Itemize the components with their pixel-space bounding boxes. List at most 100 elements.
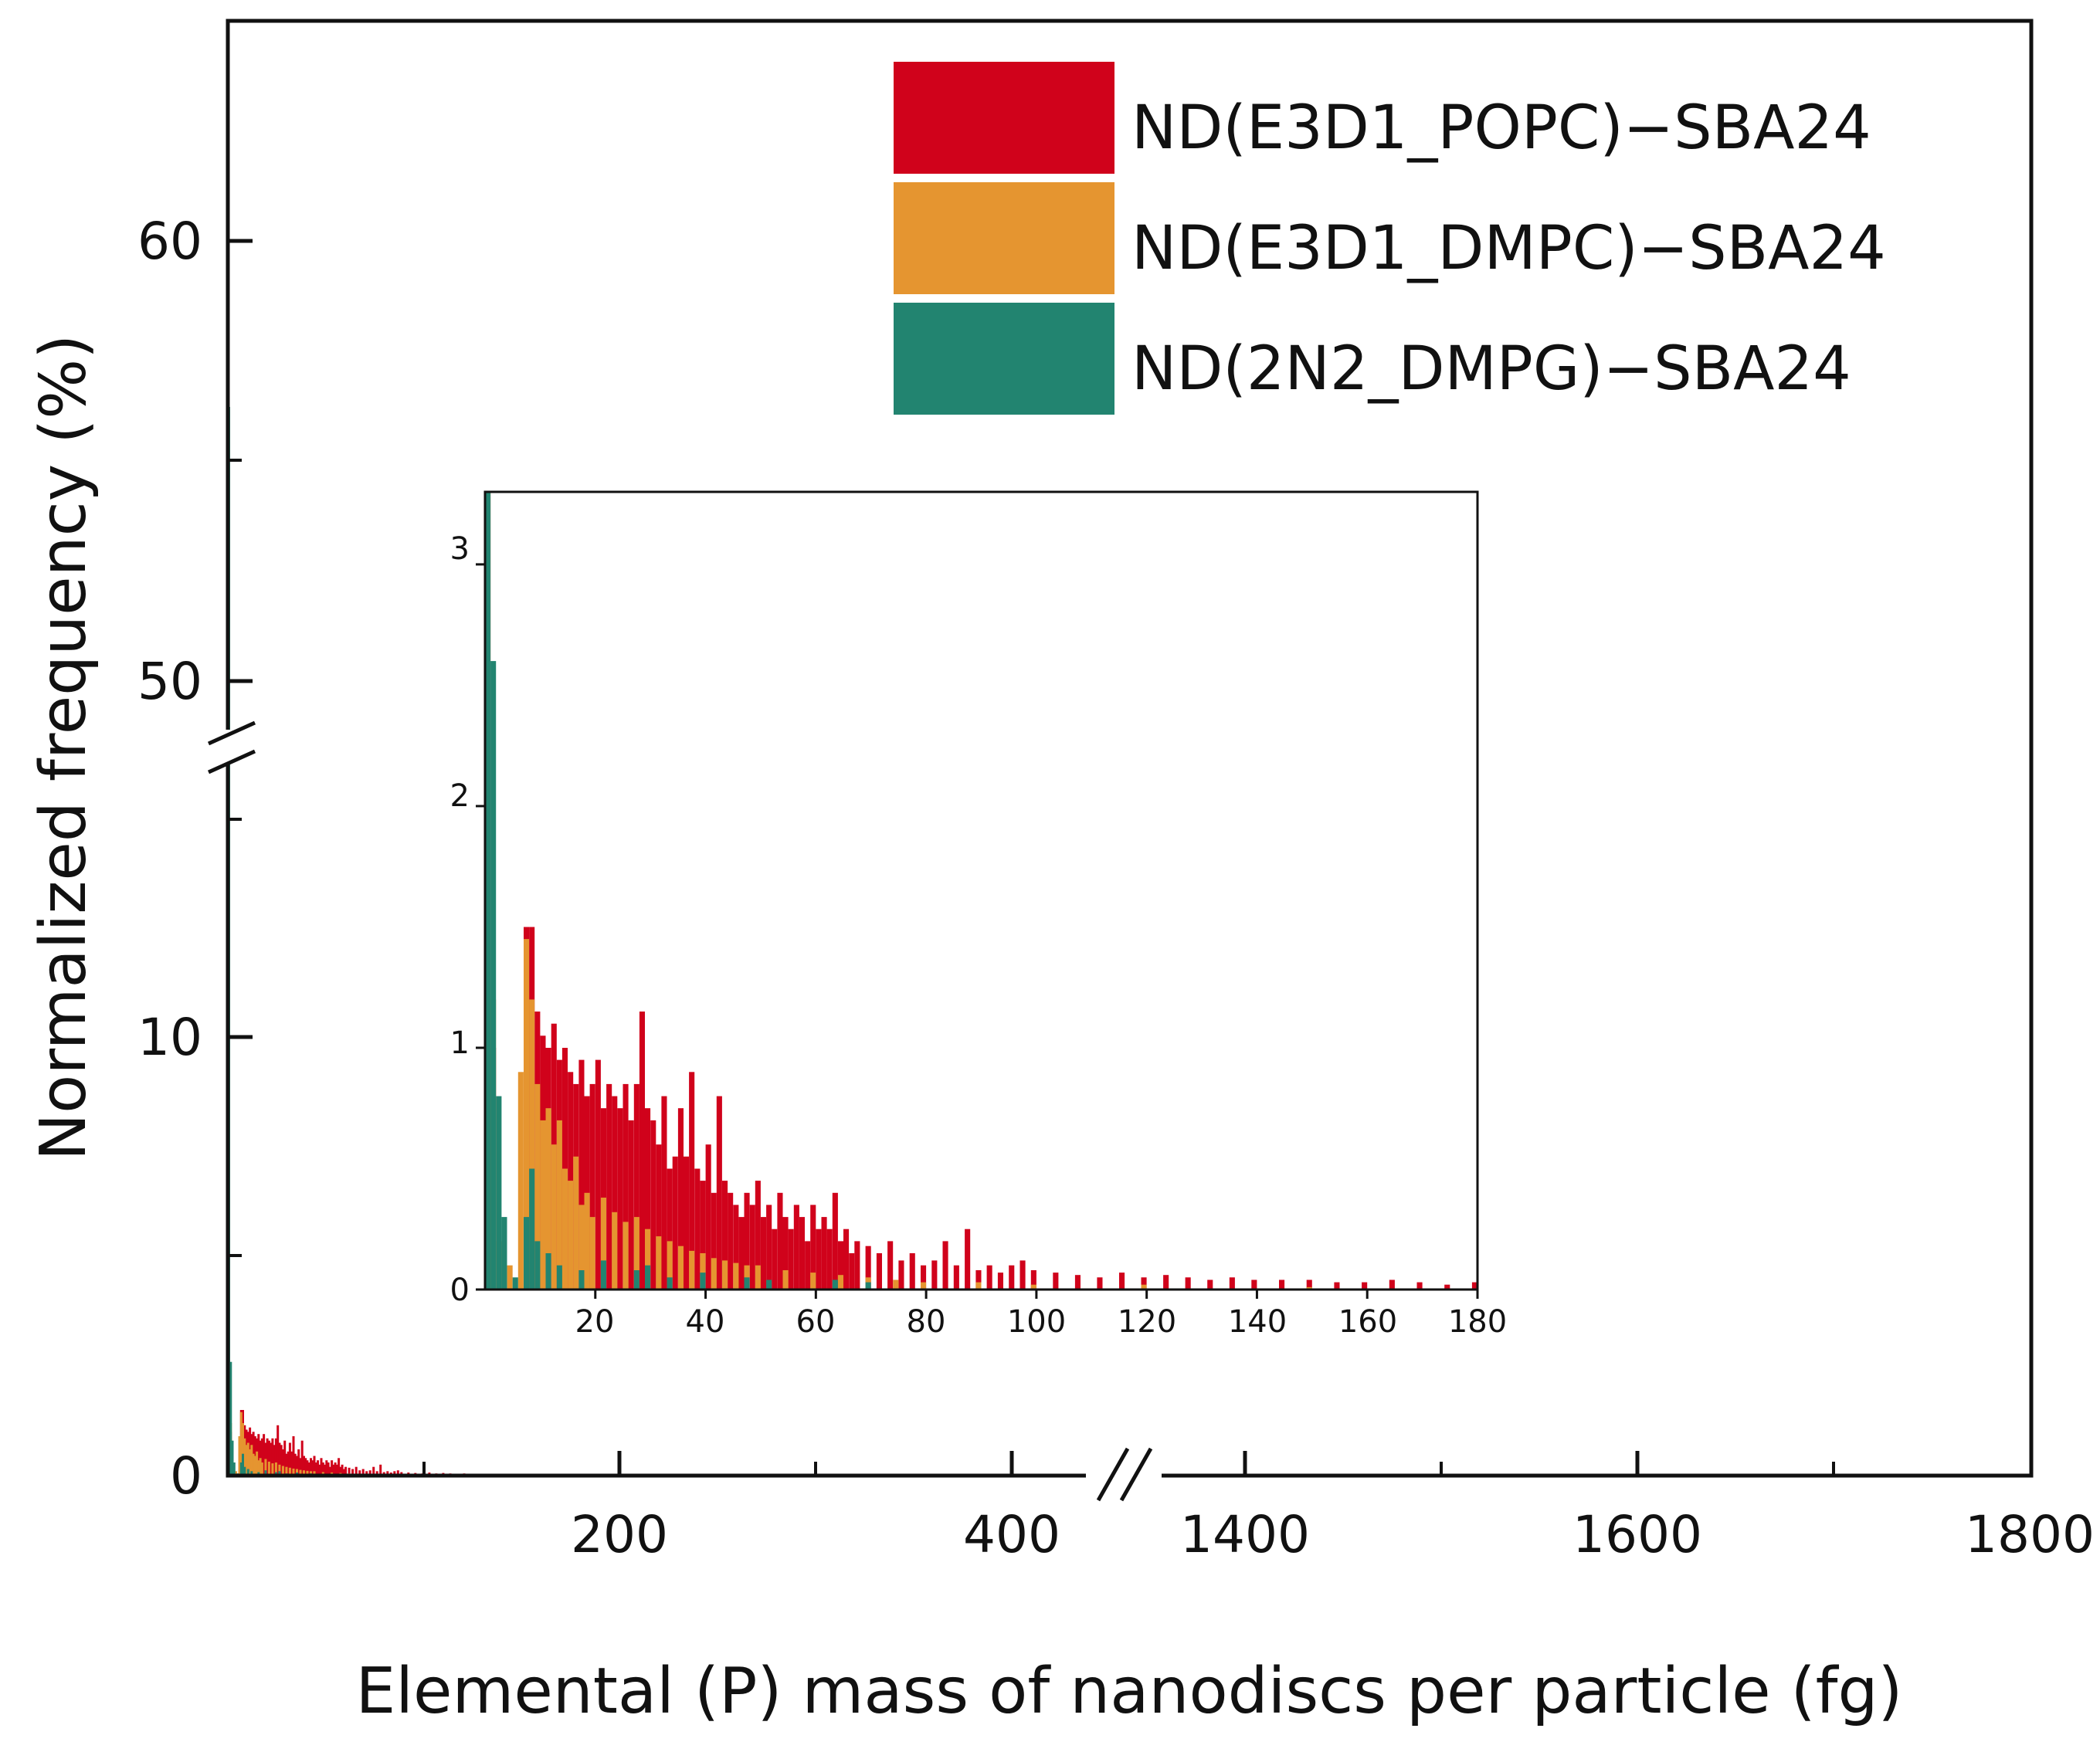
bar-nd-e3d1-dmpc-sba24-32 — [281, 1466, 284, 1476]
inset-bar-nd-e3d1-popc-sba24-96 — [1009, 1265, 1015, 1290]
inset-bar-nd-e3d1-popc-sba24-32 — [656, 1144, 662, 1290]
inset-bar-nd-e3d1-popc-sba24-80 — [921, 1265, 927, 1290]
inset-bar-nd-e3d1-popc-sba24-116 — [1119, 1273, 1125, 1290]
inset-bar-nd-e3d1-popc-sba24-25 — [617, 1108, 623, 1290]
inset-bar-nd-e3d1-dmpc-sba24-14 — [556, 1120, 562, 1290]
inset-bar-nd-e3d1-dmpc-sba24-46 — [733, 1262, 739, 1290]
legend: ND(E3D1_POPC)−SBA24 ND(E3D1_DMPC)−SBA24 … — [894, 62, 1886, 415]
legend-label-dmpg: ND(2N2_DMPG)−SBA24 — [1131, 334, 1851, 404]
inset-bar-nd-e3d1-popc-sba24-34 — [667, 1168, 673, 1290]
inset-bar-nd-e3d1-popc-sba24-68 — [854, 1241, 860, 1290]
bar-nd-e3d1-popc-sba24-46 — [306, 1460, 309, 1476]
inset-bar-nd-2n2-dmpg-sba24-12 — [545, 1253, 551, 1290]
inset-x-tick-label-120: 120 — [1118, 1304, 1176, 1340]
inset-bar-nd-e3d1-popc-sba24-145 — [1279, 1279, 1285, 1290]
bar-nd-e3d1-dmpc-sba24-50 — [313, 1471, 316, 1476]
inset-bar-nd-e3d1-popc-sba24-40 — [700, 1181, 706, 1290]
inset-bar-nd-e3d1-popc-sba24-78 — [909, 1253, 915, 1290]
bar-nd-e3d1-popc-sba24-32 — [281, 1449, 284, 1476]
bar-nd-e3d1-popc-sba24-92 — [386, 1471, 389, 1476]
bar-nd-e3d1-popc-sba24-98 — [396, 1470, 399, 1476]
inset-bar-nd-e3d1-dmpc-sba24-13 — [551, 1144, 557, 1290]
bar-nd-e3d1-popc-sba24-56 — [324, 1464, 327, 1476]
inset-bar-nd-2n2-dmpg-sba24-18 — [578, 1270, 585, 1290]
inset-bar-nd-e3d1-dmpc-sba24-150 — [1306, 1286, 1312, 1290]
bar-nd-e3d1-popc-sba24-47 — [307, 1462, 310, 1476]
inset-bar-nd-e3d1-popc-sba24-27 — [628, 1120, 634, 1290]
inset-bar-nd-e3d1-popc-sba24-31 — [650, 1120, 656, 1290]
bar-nd-2n2-dmpg-sba24-12 — [246, 1469, 249, 1476]
inset-bar-nd-e3d1-popc-sba24-104 — [1053, 1273, 1059, 1290]
legend-label-popc: ND(E3D1_POPC)−SBA24 — [1131, 93, 1871, 163]
bar-nd-2n2-dmpg-sba24-22 — [264, 1470, 267, 1476]
bar-nd-e3d1-popc-sba24-35 — [287, 1451, 290, 1476]
inset-background — [485, 492, 1477, 1290]
bar-nd-e3d1-popc-sba24-58 — [327, 1462, 330, 1476]
inset-bar-nd-e3d1-popc-sba24-74 — [887, 1241, 894, 1290]
bar-nd-2n2-dmpg-sba24-8 — [239, 1462, 243, 1476]
inset-bar-nd-2n2-dmpg-sba24-48 — [744, 1277, 750, 1290]
inset-bar-nd-e3d1-dmpc-sba24-100 — [1030, 1284, 1036, 1290]
inset-bar-nd-e3d1-dmpc-sba24-5 — [507, 1265, 513, 1290]
inset-bar-nd-e3d1-dmpc-sba24-40 — [700, 1253, 706, 1290]
inset-bar-nd-2n2-dmpg-sba24-22 — [600, 1260, 606, 1290]
inset-bar-nd-e3d1-popc-sba24-86 — [953, 1265, 959, 1290]
inset-bar-nd-e3d1-popc-sba24-28 — [633, 1083, 639, 1290]
x-axis-title: Elemental (P) mass of nanodiscs per part… — [355, 1655, 1902, 1728]
inset-bar-nd-2n2-dmpg-sba24-30 — [645, 1265, 651, 1290]
inset-bar-nd-e3d1-popc-sba24-72 — [876, 1253, 882, 1290]
inset-bar-nd-e3d1-popc-sba24-76 — [898, 1260, 904, 1290]
bar-nd-e3d1-dmpc-sba24-19 — [259, 1458, 262, 1476]
bar-nd-e3d1-popc-sba24-84 — [372, 1466, 375, 1476]
bar-nd-e3d1-dmpc-sba24-16 — [253, 1456, 256, 1476]
inset-bar-nd-e3d1-popc-sba24-46 — [733, 1205, 739, 1290]
bar-nd-e3d1-dmpc-sba24-17 — [256, 1451, 259, 1476]
inset-bar-nd-e3d1-popc-sba24-55 — [782, 1217, 789, 1290]
bar-nd-e3d1-popc-sba24-38 — [292, 1436, 295, 1476]
legend-swatch-dmpc — [894, 182, 1114, 294]
bar-nd-e3d1-popc-sba24-60 — [331, 1460, 334, 1476]
inset-bar-nd-e3d1-popc-sba24-66 — [843, 1229, 850, 1290]
y-axis-break-slash-upper — [207, 720, 256, 746]
inset-bar-nd-e3d1-popc-sba24-24 — [612, 1096, 618, 1290]
inset-bar-nd-e3d1-dmpc-sba24-34 — [667, 1241, 673, 1290]
inset-frame — [483, 490, 1479, 1291]
inset-bar-nd-e3d1-popc-sba24-67 — [849, 1253, 855, 1290]
inset-bar-nd-e3d1-popc-sba24-52 — [766, 1205, 772, 1290]
bar-nd-e3d1-popc-sba24-65 — [339, 1466, 342, 1476]
bar-nd-e3d1-popc-sba24-45 — [304, 1458, 307, 1476]
inset-bar-nd-e3d1-dmpc-sba24-7 — [517, 1072, 524, 1290]
y-axis-break-gap — [209, 730, 255, 764]
bar-nd-2n2-dmpg-sba24-9 — [242, 1453, 244, 1476]
inset-bar-nd-e3d1-popc-sba24-100 — [1030, 1270, 1036, 1290]
inset-bar-nd-e3d1-popc-sba24-61 — [816, 1229, 822, 1290]
inset-bar-nd-e3d1-popc-sba24-70 — [865, 1245, 871, 1290]
inset-bar-nd-e3d1-popc-sba24-21 — [595, 1059, 601, 1290]
inset-bar-nd-e3d1-dmpc-sba24-90 — [975, 1282, 982, 1290]
bar-nd-e3d1-dmpc-sba24-20 — [260, 1462, 263, 1476]
inset-bar-nd-e3d1-popc-sba24-140 — [1251, 1279, 1257, 1290]
inset-bar-nd-e3d1-popc-sba24-48 — [744, 1192, 750, 1290]
inset-bar-nd-e3d1-popc-sba24-35 — [672, 1156, 678, 1290]
legend-swatch-dmpg — [894, 303, 1114, 415]
bar-nd-e3d1-dmpc-sba24-7 — [238, 1436, 241, 1476]
inset-bar-nd-e3d1-popc-sba24-136 — [1229, 1277, 1235, 1290]
bar-nd-e3d1-popc-sba24-25 — [270, 1442, 273, 1476]
inset-bar-nd-e3d1-dmpc-sba24-75 — [893, 1279, 899, 1290]
inset-bar-nd-e3d1-dmpc-sba24-80 — [921, 1282, 927, 1290]
bar-nd-e3d1-popc-sba24-34 — [285, 1453, 288, 1476]
inset-bar-nd-e3d1-popc-sba24-84 — [942, 1241, 948, 1290]
inset-bar-nd-e3d1-popc-sba24-120 — [1141, 1277, 1147, 1290]
inset-bar-nd-e3d1-popc-sba24-47 — [738, 1217, 745, 1290]
inset-bar-nd-e3d1-popc-sba24-88 — [965, 1229, 971, 1290]
inset-bar-nd-e3d1-dmpc-sba24-65 — [837, 1275, 843, 1290]
y-tick-label-50: 50 — [137, 652, 202, 711]
bar-nd-e3d1-popc-sba24-50 — [313, 1456, 316, 1476]
bar-nd-e3d1-popc-sba24-68 — [344, 1466, 348, 1476]
bar-nd-e3d1-popc-sba24-26 — [271, 1438, 274, 1476]
bar-nd-e3d1-popc-sba24-49 — [311, 1460, 314, 1476]
bar-nd-e3d1-dmpc-sba24-36 — [288, 1467, 291, 1476]
bar-nd-e3d1-popc-sba24-31 — [280, 1445, 283, 1476]
bar-nd-e3d1-dmpc-sba24-34 — [285, 1466, 288, 1476]
y-tick-label-60: 60 — [137, 212, 202, 271]
